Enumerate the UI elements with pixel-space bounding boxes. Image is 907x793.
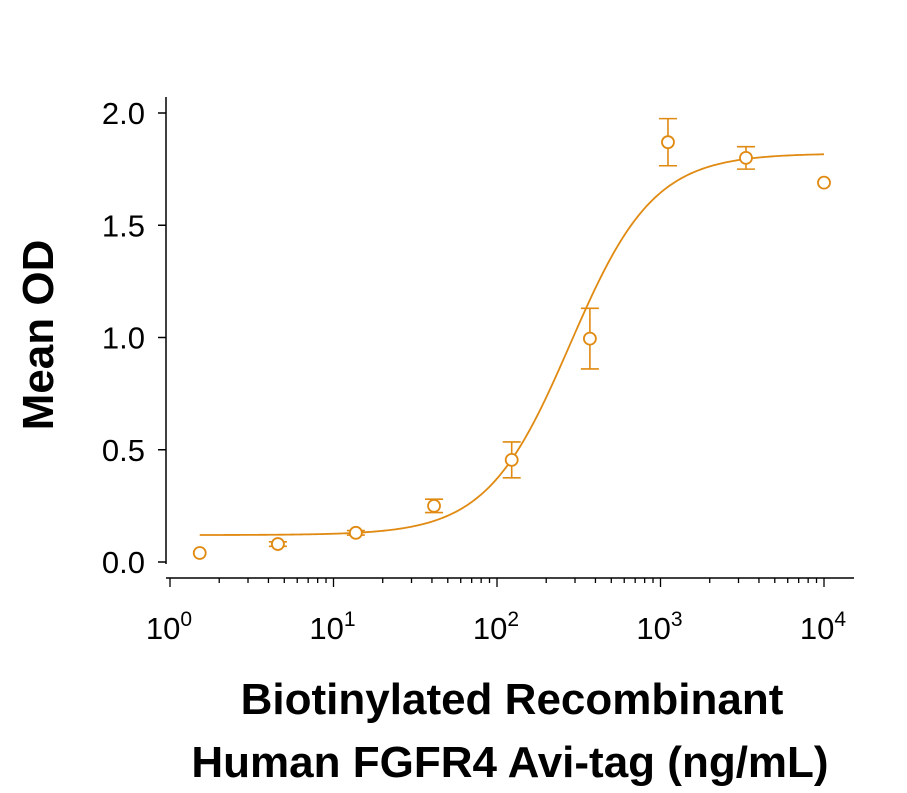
y-axis-ticks: 0.0 0.5 1.0 1.5 2.0 <box>102 96 166 580</box>
data-point <box>583 331 597 346</box>
y-tick-label: 0.5 <box>102 433 145 468</box>
y-axis-title: Mean OD <box>14 240 63 431</box>
data-point <box>427 498 441 513</box>
x-tick-label: 100 <box>146 608 192 646</box>
x-tick-label: 103 <box>636 608 682 646</box>
x-axis-title-line-1: Biotinylated Recombinant <box>241 675 784 724</box>
data-point <box>192 546 207 560</box>
y-tick-label: 1.0 <box>102 321 145 356</box>
x-tick-label: 102 <box>473 608 519 646</box>
y-tick-label: 1.5 <box>102 208 145 243</box>
axes: 0.0 0.5 1.0 1.5 2.0 100 101 102 103 104 <box>102 96 854 646</box>
x-tick-label: 101 <box>309 608 355 646</box>
data-point <box>739 150 753 165</box>
data-points <box>192 117 831 560</box>
y-tick-label: 2.0 <box>102 96 145 131</box>
data-point <box>661 135 675 150</box>
x-axis-title-line-2: Human FGFR4 Avi-tag (ng/mL) <box>191 738 828 787</box>
data-point <box>817 175 831 190</box>
data-point <box>504 452 519 467</box>
x-tick-label: 104 <box>800 608 846 646</box>
data-point <box>270 537 285 551</box>
x-axis-ticks: 100 101 102 103 104 <box>146 578 846 646</box>
y-tick-label: 0.0 <box>102 545 145 580</box>
data-point <box>348 525 363 540</box>
